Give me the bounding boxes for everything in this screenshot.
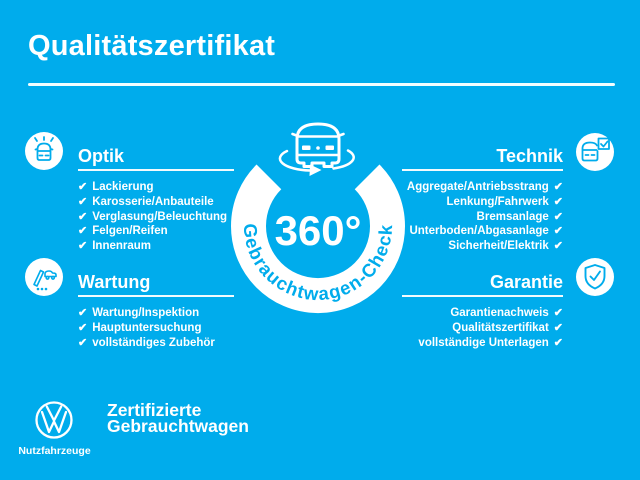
list-item-label: Sicherheit/Elektrik — [448, 240, 549, 253]
check-icon: ✔ — [553, 336, 563, 349]
check-icon: ✔ — [78, 225, 88, 238]
section-technik: Technik Aggregate/Antriebsstrang ✔ Lenkun… — [402, 147, 563, 254]
list-item-label: Aggregate/Antriebsstrang — [406, 181, 549, 193]
list-item: Sicherheit/Elektrik ✔ — [402, 239, 563, 254]
list-item: ✔ Karosserie/Anbauteile — [78, 195, 234, 210]
section-optik: Optik ✔ Lackierung ✔ Karosserie/Anbauteile… — [78, 147, 234, 254]
badge-360: Gebrauchtwagen-Check 360° — [231, 122, 405, 314]
section-heading: Garantie — [489, 272, 563, 292]
list-item: ✔ Lackierung — [78, 180, 234, 195]
check-icon: ✔ — [553, 210, 563, 223]
list-item: Lenkung/Fahrwerk ✔ — [402, 195, 563, 210]
check-icon: ✔ — [78, 321, 88, 334]
title-divider — [28, 83, 615, 86]
list-item-label: Bremsanlage — [476, 210, 549, 223]
footer-label: Zertifizierte Gebrauchtwagen — [107, 400, 249, 436]
check-icon: ✔ — [78, 195, 88, 208]
list-item-label: Qualitätszertifikat — [452, 321, 549, 334]
list-item-label: Hauptuntersuchung — [92, 321, 202, 334]
checklist: ✔ Wartung/Inspektion ✔ Hauptuntersuchung ✔… — [78, 306, 234, 350]
check-icon: ✔ — [553, 307, 563, 319]
list-item: ✔ Innenraum — [78, 239, 234, 254]
list-item-label: vollständiges Zubehör — [92, 336, 215, 349]
page-title: Qualitätszertifikat — [28, 30, 276, 62]
check-icon: ✔ — [553, 225, 563, 238]
heading-divider — [402, 169, 563, 171]
list-item: vollständige Unterlagen ✔ — [402, 336, 563, 351]
heading-divider — [402, 295, 563, 297]
section-wartung: Wartung ✔ Wartung/Inspektion ✔ Hauptunters… — [78, 273, 234, 350]
list-item-label: vollständige Unterlagen — [418, 336, 549, 349]
vw-logo — [35, 401, 73, 439]
sparkling-car-icon — [25, 132, 63, 170]
section-garantie: Garantie Garantienachweis ✔ Qualitätszert… — [402, 273, 563, 350]
check-icon: ✔ — [78, 240, 88, 253]
footer-label-line1: Zertifizierte — [107, 400, 202, 420]
list-item-label: Innenraum — [92, 240, 152, 253]
checklist: ✔ Lackierung ✔ Karosserie/Anbauteile ✔ Verg… — [78, 180, 234, 254]
check-icon: ✔ — [553, 181, 563, 193]
section-heading: Wartung — [78, 272, 151, 292]
check-icon: ✔ — [553, 240, 563, 253]
list-item: Unterboden/Abgasanlage ✔ — [402, 224, 563, 239]
list-item-label: Lackierung — [92, 181, 154, 193]
list-item-label: Unterboden/Abgasanlage — [409, 225, 549, 238]
check-icon: ✔ — [553, 321, 563, 334]
list-item-label: Lenkung/Fahrwerk — [446, 195, 549, 208]
list-item-label: Karosserie/Anbauteile — [92, 195, 214, 208]
shield-check-icon — [576, 258, 614, 296]
check-icon: ✔ — [553, 195, 563, 208]
section-heading: Optik — [78, 146, 125, 166]
car-checklist-icon — [576, 133, 614, 171]
check-icon: ✔ — [78, 210, 88, 223]
logo-brand-label: Nutzfahrzeuge — [18, 445, 91, 457]
list-item-label: Wartung/Inspektion — [92, 307, 200, 319]
badge-ring — [231, 164, 405, 314]
heading-divider — [78, 295, 234, 297]
rotating-car-icon — [278, 122, 355, 176]
checklist: Aggregate/Antriebsstrang ✔ Lenkung/Fahrwe… — [402, 180, 563, 254]
service-report-icon — [25, 258, 63, 296]
list-item: ✔ Felgen/Reifen — [78, 224, 234, 239]
list-item: ✔ Verglasung/Beleuchtung — [78, 210, 234, 225]
list-item-label: Garantienachweis — [450, 307, 549, 319]
list-item-label: Verglasung/Beleuchtung — [92, 210, 228, 223]
list-item: Qualitätszertifikat ✔ — [402, 321, 563, 336]
list-item: ✔ Hauptuntersuchung — [78, 321, 234, 336]
check-icon: ✔ — [78, 307, 88, 319]
check-icon: ✔ — [78, 336, 88, 349]
checklist: Garantienachweis ✔ Qualitätszertifikat ✔ v… — [402, 306, 563, 350]
check-icon: ✔ — [78, 181, 88, 193]
footer-label-line2: Gebrauchtwagen — [107, 415, 249, 436]
list-item: ✔ vollständiges Zubehör — [78, 336, 234, 351]
heading-divider — [78, 169, 234, 171]
section-heading: Technik — [496, 146, 563, 166]
list-item: Aggregate/Antriebsstrang ✔ — [402, 180, 563, 195]
badge-degrees: 360° — [275, 207, 362, 254]
list-item: ✔ Wartung/Inspektion — [78, 306, 234, 321]
list-item: Garantienachweis ✔ — [402, 306, 563, 321]
list-item: Bremsanlage ✔ — [402, 210, 563, 225]
list-item-label: Felgen/Reifen — [92, 225, 168, 238]
